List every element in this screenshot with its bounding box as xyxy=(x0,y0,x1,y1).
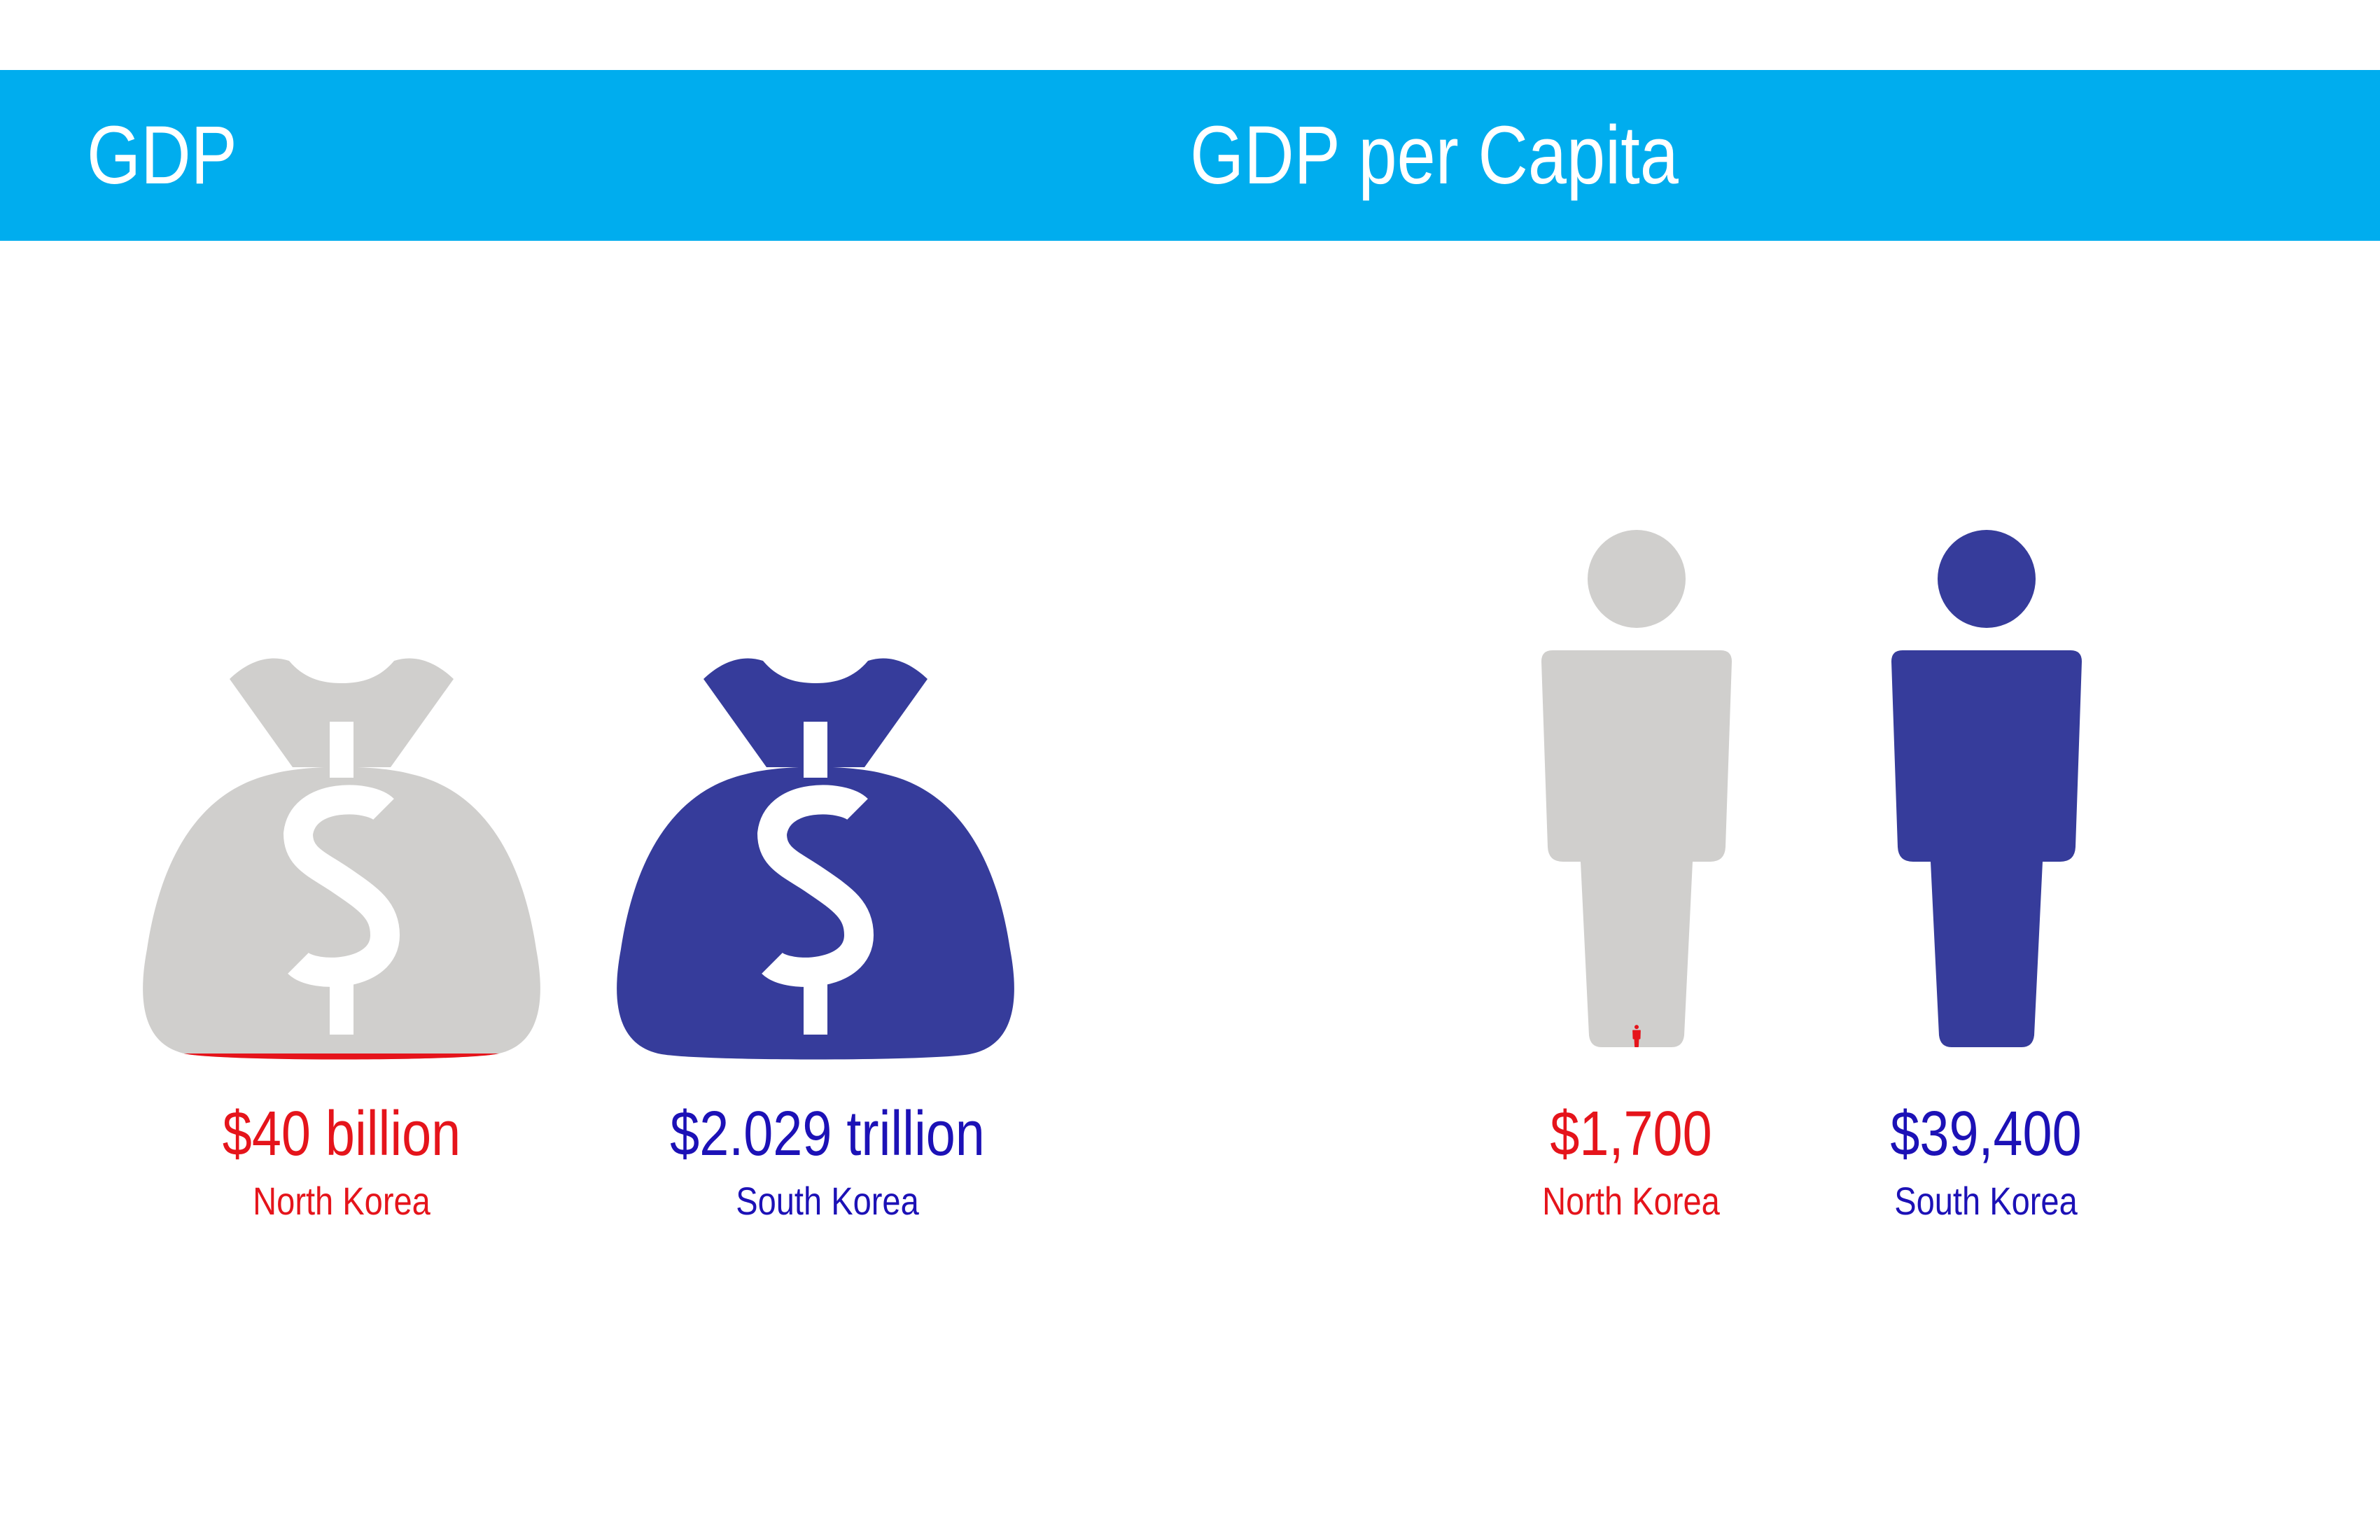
gdp-country-north-korea: North Korea xyxy=(253,1179,430,1223)
dollar-sign-icon xyxy=(757,722,874,1035)
person-icon-north-korea-outline xyxy=(1541,530,1732,1047)
header-bar: GDP GDP per Capita xyxy=(0,70,2380,241)
money-bag-icon-south-korea xyxy=(617,658,1014,1060)
gdp-country-south-korea: South Korea xyxy=(736,1179,919,1223)
gdp-per-capita-section-title: GDP per Capita xyxy=(1190,109,1679,202)
gdp-value-south-korea: $2.029 trillion xyxy=(670,1099,985,1169)
gdp-value-north-korea: $40 billion xyxy=(222,1099,461,1169)
gdp-section-title: GDP xyxy=(87,109,237,202)
money-bag-icon-north-korea xyxy=(143,658,540,1060)
dollar-sign-icon xyxy=(284,722,400,1035)
north-korea-gdp-fill xyxy=(143,1054,540,1060)
gdp-per-capita-country-north-korea: North Korea xyxy=(1542,1179,1720,1223)
gdp-per-capita-country-south-korea: South Korea xyxy=(1894,1179,2078,1223)
gdp-per-capita-value-north-korea: $1,700 xyxy=(1550,1099,1712,1169)
person-icon-south-korea xyxy=(1891,530,2082,1047)
gdp-per-capita-value-south-korea: $39,400 xyxy=(1890,1099,2082,1169)
